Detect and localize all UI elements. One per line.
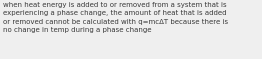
Text: when heat energy is added to or removed from a system that is
experiencing a pha: when heat energy is added to or removed … — [3, 2, 228, 33]
